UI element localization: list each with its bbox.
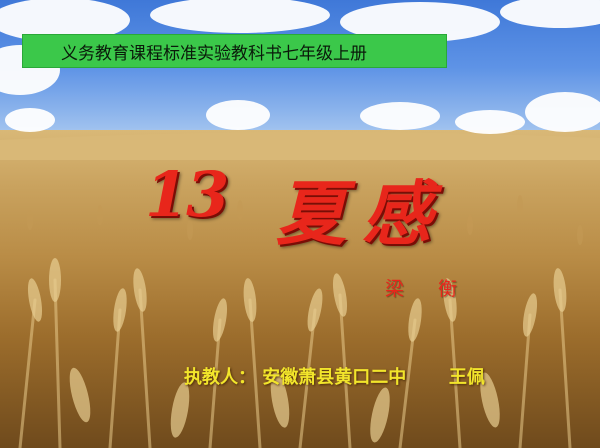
teacher-school: 安徽萧县黄口二中: [262, 367, 407, 388]
wheat-field-background: [0, 130, 600, 448]
author-name: 梁 衡: [385, 278, 472, 300]
teacher-name: 王佩: [448, 367, 485, 388]
textbook-banner: 义务教育课程标准实验教科书七年级上册: [22, 34, 447, 68]
teacher-line: 执教人： 安徽萧县黄口二中 王佩: [184, 363, 485, 389]
teacher-prefix: 执教人：: [184, 367, 256, 388]
banner-text: 义务教育课程标准实验教科书七年级上册: [61, 43, 367, 64]
title-char-1: 夏: [276, 172, 346, 255]
lesson-number: 13: [145, 158, 229, 231]
title-char-2: 感: [362, 172, 432, 255]
